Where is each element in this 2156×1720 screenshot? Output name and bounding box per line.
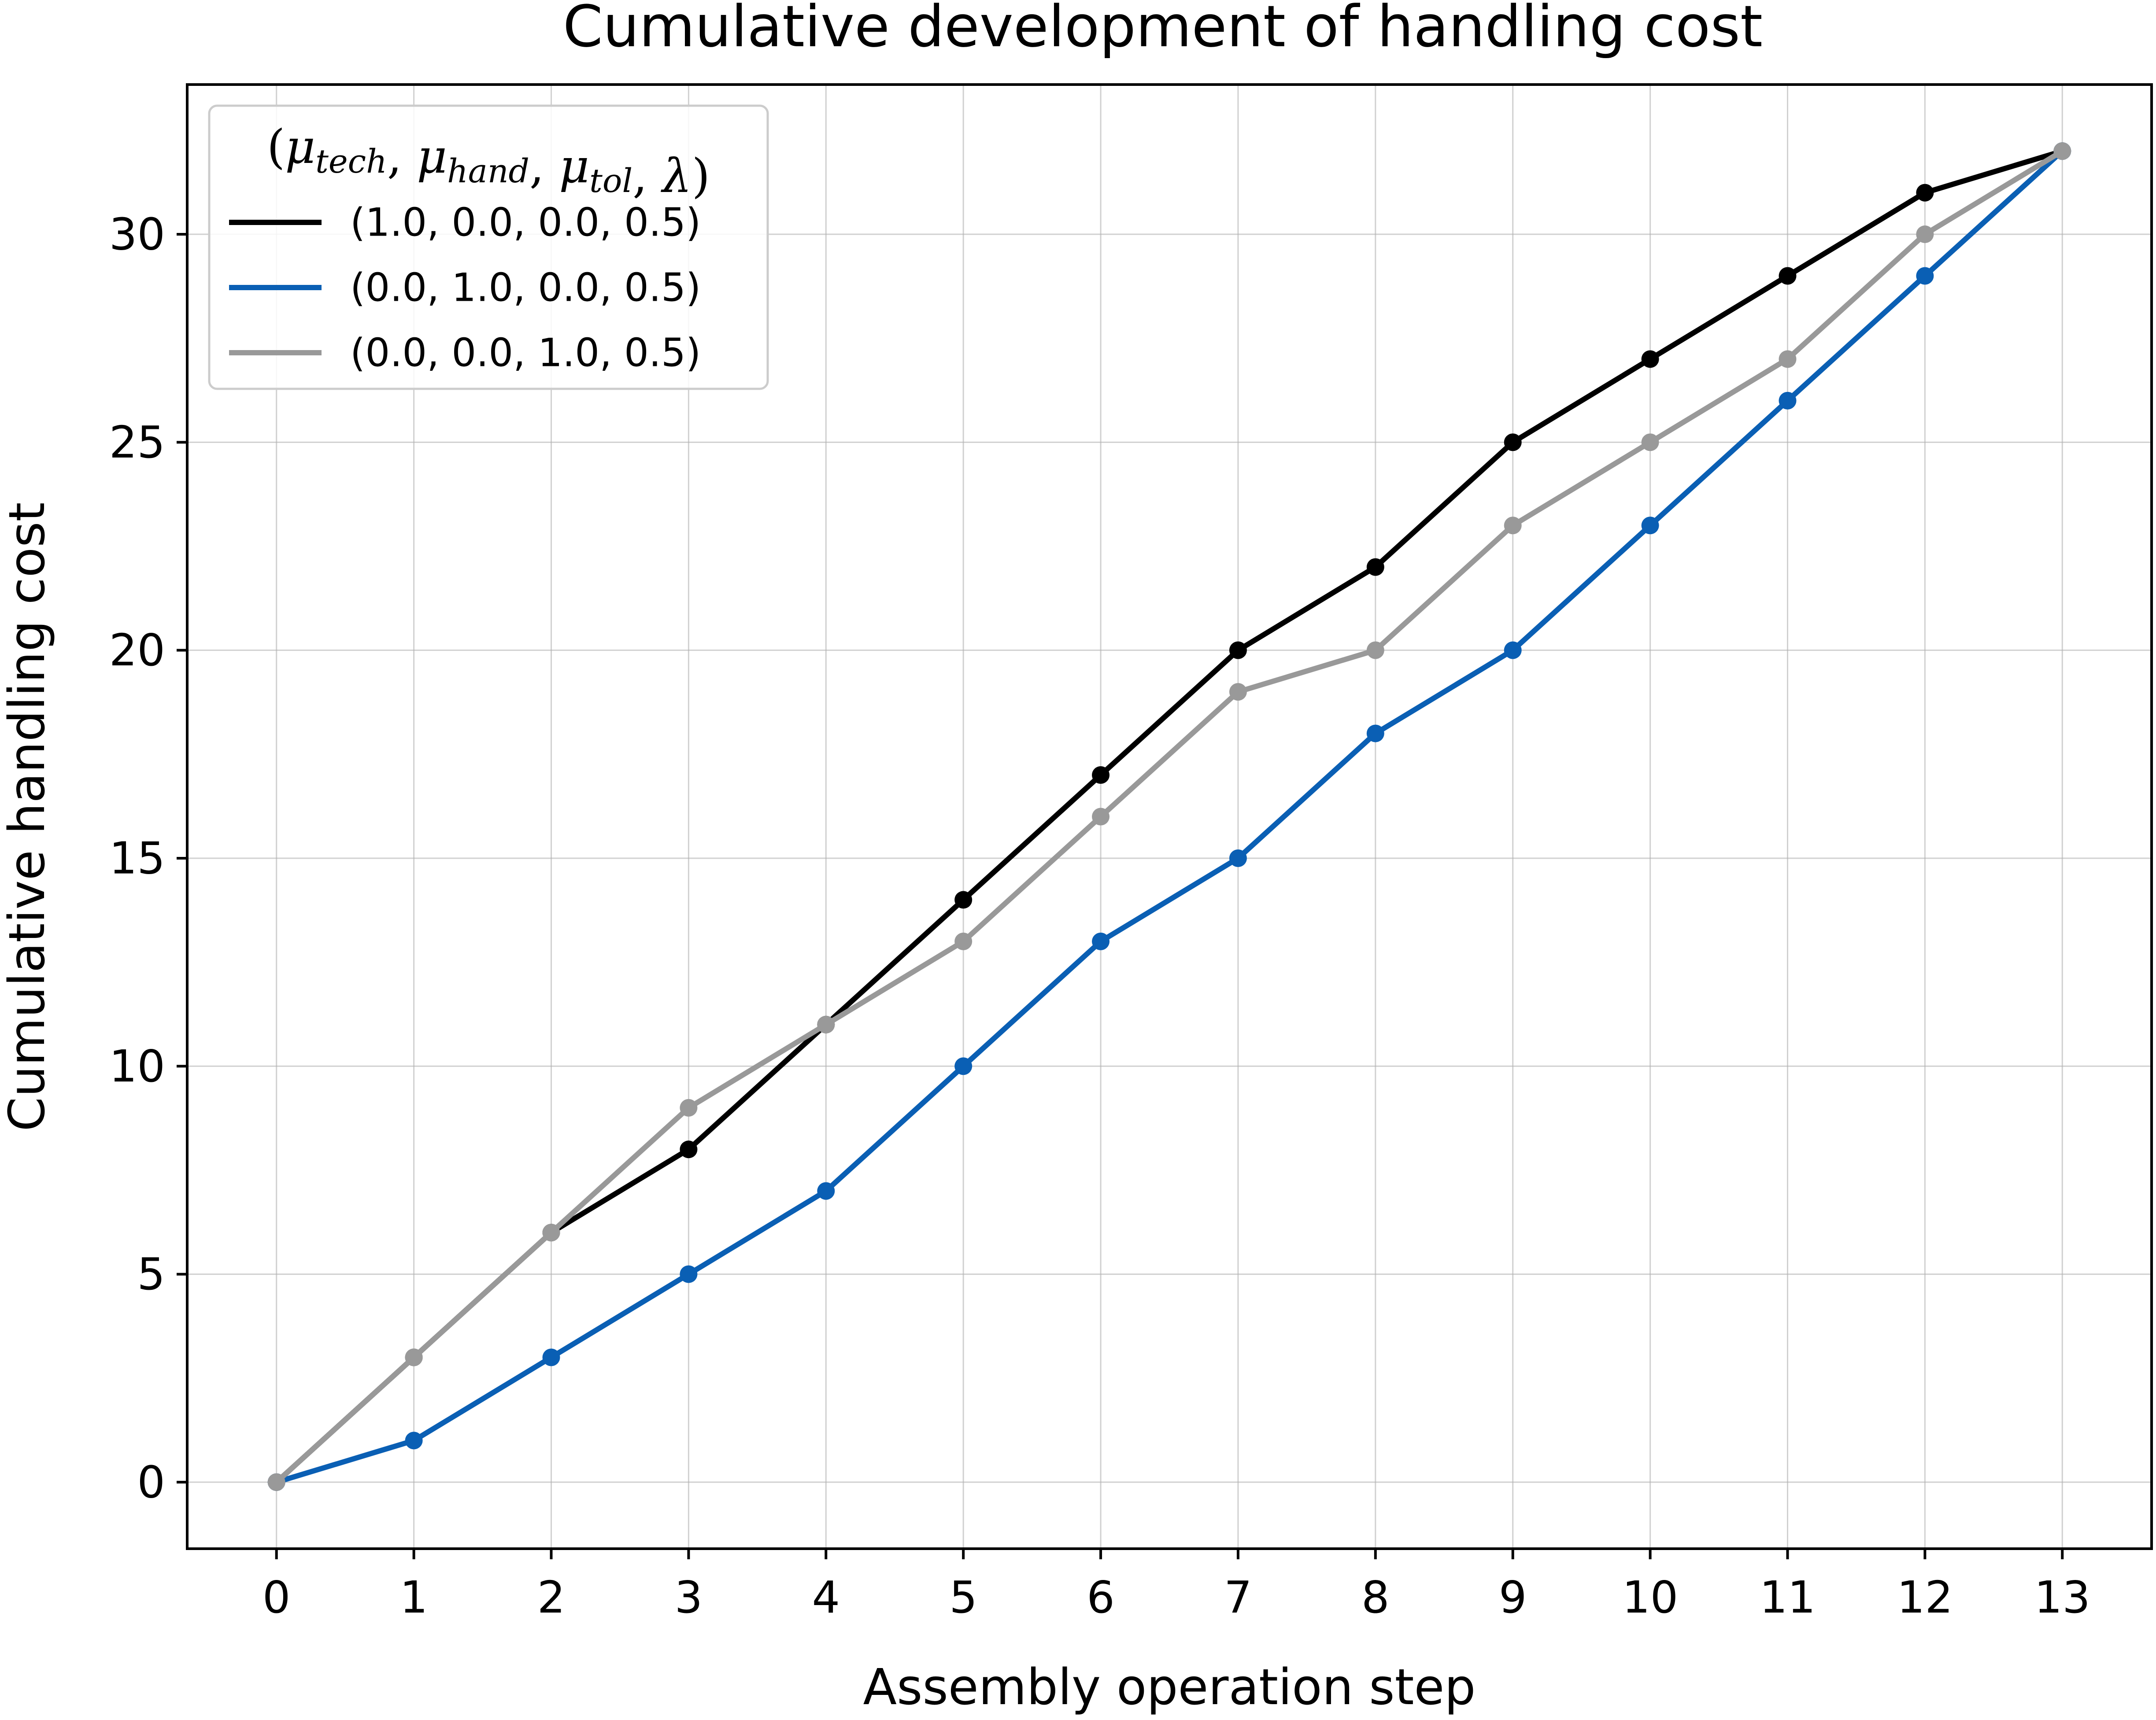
series-line [274,148,2065,1485]
data-point [1229,849,1247,867]
data-point [954,932,973,950]
x-tick-label: 9 [1499,1572,1527,1623]
data-point [542,1348,560,1366]
data-point [1779,391,1797,410]
data-point [954,891,973,909]
legend-title-part: , [529,139,559,193]
y-tick-label: 5 [137,1248,165,1300]
legend: (μtech, μhand, μtol, λ)(1.0, 0.0, 0.0, 0… [208,104,769,390]
data-point [1779,350,1797,368]
legend-title-part: tol [589,162,632,200]
legend-title-part: μ [285,120,315,174]
data-point [1092,766,1110,784]
data-point [1229,683,1247,701]
legend-label: (0.0, 0.0, 1.0, 0.5) [350,330,701,376]
data-point [405,1348,423,1366]
data-point [1229,641,1247,659]
data-point [680,1265,698,1283]
data-point [1092,932,1110,950]
data-point [1916,267,1934,285]
x-tick-label: 1 [400,1572,428,1623]
legend-box [208,104,769,390]
data-point [1092,808,1110,826]
series-line [274,148,2065,1485]
data-point [542,1224,560,1242]
data-point [1779,267,1797,285]
legend-title-part: ) [692,149,710,203]
legend-title-part: hand [447,152,529,190]
data-point [1916,184,1934,202]
legend-item: (1.0, 0.0, 0.0, 0.5) [229,200,701,245]
x-tick-label: 4 [812,1572,840,1623]
legend-title-part: ( [267,120,285,174]
x-tick-label: 12 [1897,1572,1953,1623]
data-point [1366,724,1384,742]
chart-title: Cumulative development of handling cost [563,0,1763,60]
data-point [954,1057,973,1075]
x-tick-label: 7 [1224,1572,1252,1623]
data-point [680,1099,698,1117]
x-tick-label: 11 [1760,1572,1816,1623]
x-axis-label: Assembly operation step [863,1659,1476,1716]
legend-title-part: tech [315,143,387,181]
legend-title-part: λ [661,149,692,203]
legend-title-part: μ [559,139,589,193]
y-tick-label: 0 [137,1456,165,1508]
data-point [1504,641,1522,659]
legend-title-part: μ [417,129,447,184]
data-point [817,1182,835,1200]
x-tick-label: 2 [537,1572,566,1623]
x-tick-label: 13 [2034,1572,2090,1623]
data-point [1641,433,1659,451]
data-point [680,1141,698,1159]
legend-label: (1.0, 0.0, 0.0, 0.5) [350,200,701,245]
data-point [1916,225,1934,244]
legend-item: (0.0, 0.0, 1.0, 0.5) [229,330,701,376]
legend-label: (0.0, 1.0, 0.0, 0.5) [350,265,701,310]
legend-item: (0.0, 1.0, 0.0, 0.5) [229,265,701,310]
series-3 [267,142,2071,1491]
x-tick-label: 10 [1622,1572,1678,1623]
plot-frame [186,83,2153,1550]
data-point [1504,517,1522,535]
x-tick-label: 6 [1087,1572,1115,1623]
series-line [274,148,2065,1485]
data-point [1641,517,1659,535]
data-point [1366,558,1384,576]
x-tick-label: 5 [949,1572,977,1623]
data-point [2053,142,2071,160]
data-point [1366,641,1384,659]
y-tick-label: 25 [109,417,165,468]
data-point [405,1432,423,1450]
data-point [817,1015,835,1033]
y-tick-label: 10 [109,1041,165,1092]
y-axis-label: Cumulative handling cost [0,502,56,1132]
data-series [267,142,2071,1491]
x-tick-label: 3 [675,1572,703,1623]
data-point [267,1473,285,1491]
legend-title-part: , [632,149,662,203]
legend-title-part: , [387,129,417,184]
y-tick-label: 20 [109,624,165,676]
x-tick-label: 0 [263,1572,291,1623]
y-tick-label: 30 [109,209,165,260]
data-point [1504,433,1522,451]
data-point [1641,350,1659,368]
legend-title: (μtech, μhand, μtol, λ) [267,120,710,203]
x-tick-label: 8 [1361,1572,1390,1623]
y-tick-label: 15 [109,832,165,884]
